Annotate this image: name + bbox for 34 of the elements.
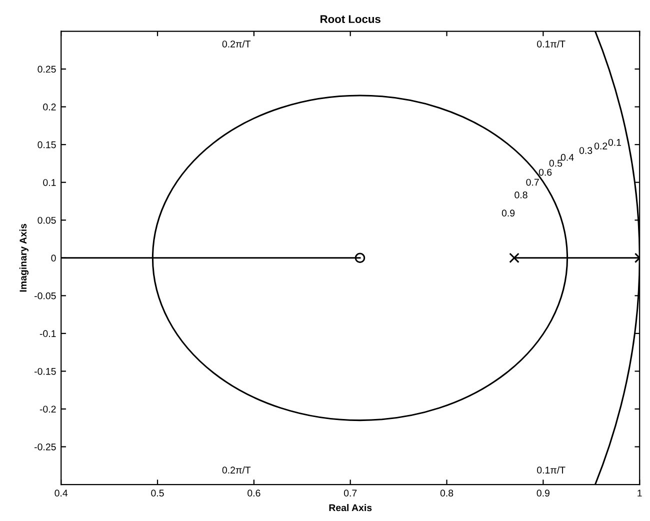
y-tick-label: -0.15 (34, 368, 56, 375)
x-tick-label: 0.7 (344, 490, 357, 497)
annotation: 0.5 (549, 160, 562, 167)
y-tick-label: -0.05 (34, 292, 56, 300)
chart-title: Root Locus (320, 15, 380, 24)
y-tick-label: 0.25 (38, 66, 56, 73)
x-tick-label: 0.9 (536, 490, 550, 497)
annotation: 0.7 (526, 178, 539, 186)
y-tick-label: -0.25 (34, 443, 56, 450)
y-tick-label: 0.1 (43, 179, 56, 186)
annotation: 0.1 (608, 138, 622, 146)
annotation: 0.3 (579, 147, 592, 154)
x-tick-label: 0.5 (151, 490, 164, 497)
annotation: 0.2 (594, 142, 608, 150)
y-axis-title: Imaginary Axis (19, 224, 29, 292)
y-tick-label: 0 (51, 254, 56, 262)
x-tick-label: 0.8 (440, 490, 454, 497)
annotation: 0.2π/T (222, 40, 251, 48)
x-tick-label: 1 (638, 490, 642, 496)
annotation: 0.1π/T (537, 40, 566, 48)
y-tick-label: 0.15 (38, 141, 56, 148)
annotation: 0.9 (502, 210, 515, 217)
y-tick-label: -0.1 (40, 330, 56, 338)
x-tick-label: 0.6 (248, 490, 260, 497)
x-axis-title: Real Axis (329, 504, 372, 512)
annotation: 0.1π/T (537, 466, 566, 474)
annotation: 0.2π/T (222, 466, 251, 474)
x-tick-label: 0.4 (54, 490, 68, 497)
annotation: 0.4 (560, 154, 574, 161)
y-tick-label: 0.05 (38, 216, 56, 224)
annotation: 0.6 (538, 168, 552, 176)
y-tick-label: 0.2 (43, 104, 56, 110)
y-tick-label: -0.2 (40, 406, 56, 413)
annotation: 0.8 (514, 192, 528, 198)
